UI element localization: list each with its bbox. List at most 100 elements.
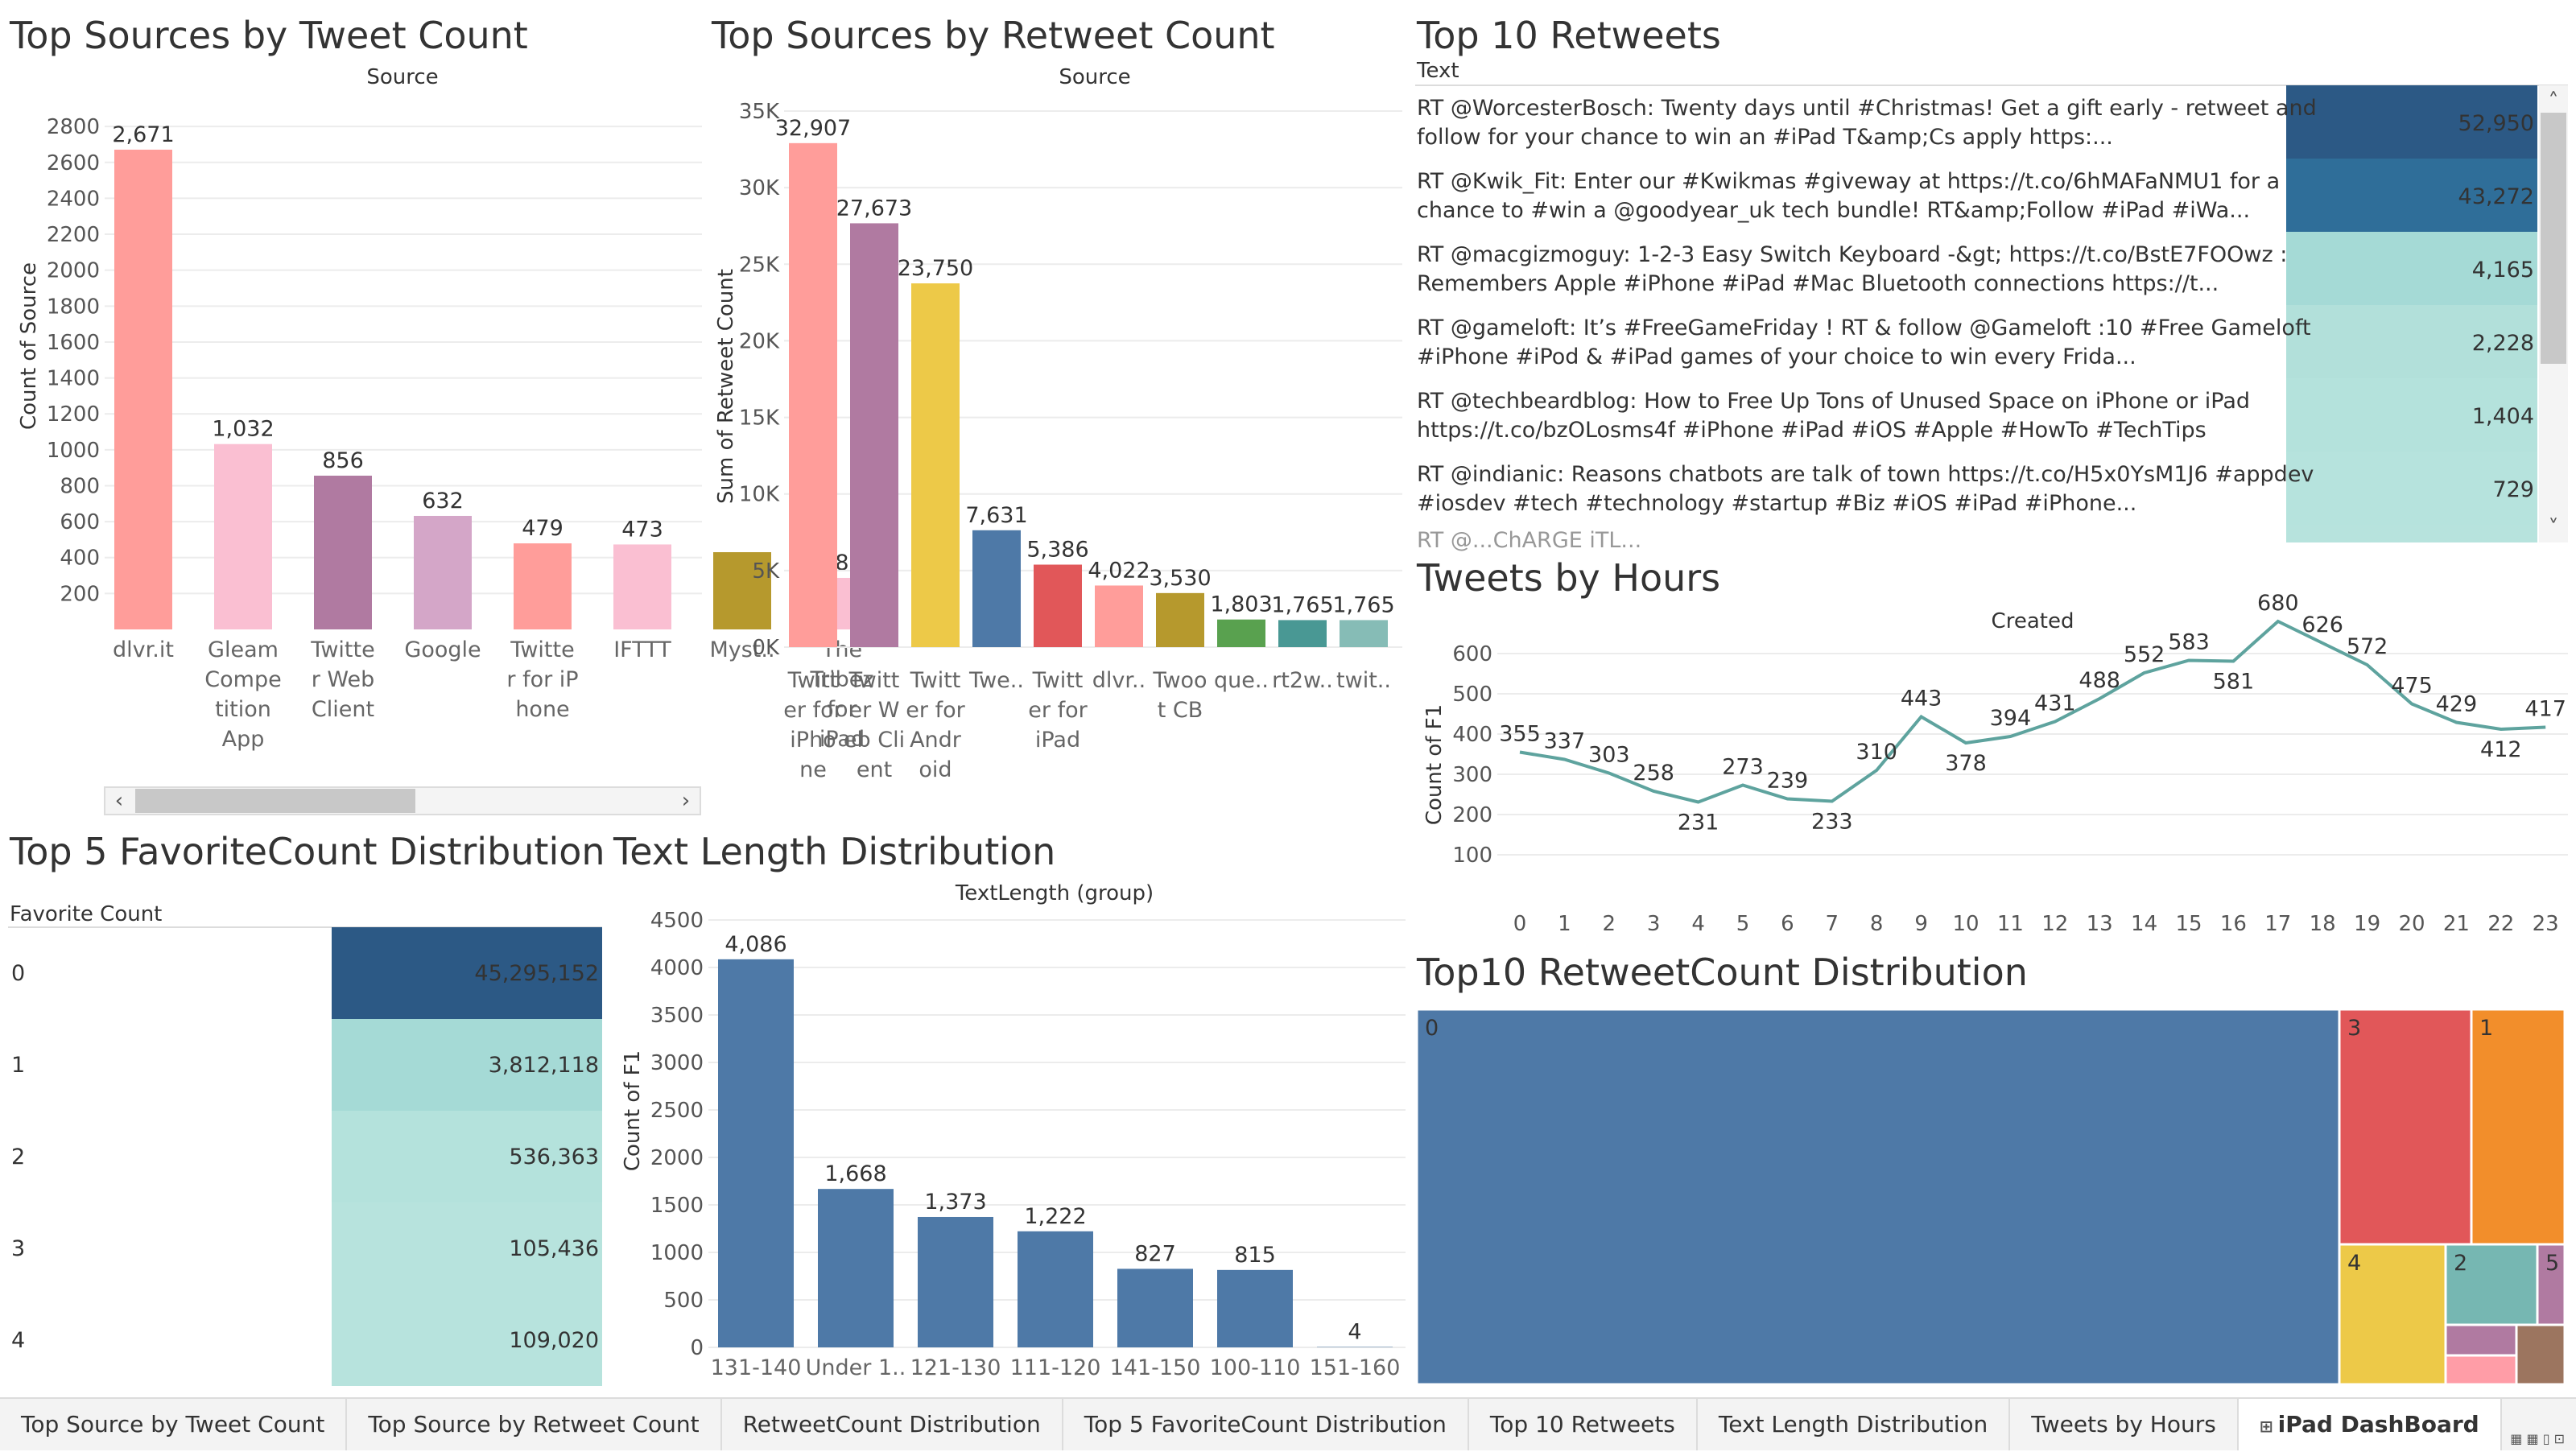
data-label: 27,673 xyxy=(836,196,912,221)
data-label: 355 xyxy=(1499,722,1541,747)
scroll-up-arrow-icon[interactable]: ˄ xyxy=(2549,89,2559,113)
x-category-label: ent xyxy=(857,757,892,782)
x-tick-label: 22 xyxy=(2487,912,2514,936)
x-category-label: tition xyxy=(215,697,271,722)
y-tick-label: 2800 xyxy=(47,115,100,139)
tab-top-source-tweet-count[interactable]: Top Source by Tweet Count xyxy=(0,1399,347,1450)
x-category-label: Twitte xyxy=(310,637,374,662)
treemap-label: 3 xyxy=(2347,1016,2361,1041)
treemap-label: 4 xyxy=(2347,1251,2361,1276)
x-tick-label: 9 xyxy=(1914,912,1928,936)
x-category-label: 121-130 xyxy=(910,1355,1001,1380)
x-tick-label: 23 xyxy=(2533,912,2559,936)
tab-text-length-distribution[interactable]: Text Length Distribution xyxy=(1698,1399,2010,1450)
data-label: 310 xyxy=(1856,740,1897,765)
y-tick-label: 100 xyxy=(1452,844,1492,868)
retweet-text-line: RT @techbeardblog: How to Free Up Tons o… xyxy=(1417,389,2250,414)
data-label: 239 xyxy=(1767,769,1809,794)
data-label: 429 xyxy=(2436,692,2478,717)
tab-retweetcount-distribution[interactable]: RetweetCount Distribution xyxy=(722,1399,1063,1450)
retweet-text-line: RT @Kwik_Fit: Enter our #Kwikmas #givewa… xyxy=(1417,169,2280,194)
tab-tweets-by-hours[interactable]: Tweets by Hours xyxy=(2010,1399,2239,1450)
bar xyxy=(1095,585,1143,647)
bar xyxy=(1340,620,1388,647)
retweet-count-label: 2,228 xyxy=(2472,331,2534,356)
treemap-cell xyxy=(2516,1325,2565,1384)
x-category-label: 151-160 xyxy=(1310,1355,1401,1380)
y-tick-label: 1800 xyxy=(47,295,100,319)
column-header-favorite-count: Favorite Count xyxy=(10,902,162,926)
sheet-tab-bar: Top Source by Tweet Count Top Source by … xyxy=(0,1397,2576,1450)
data-label: 303 xyxy=(1588,743,1630,768)
sheet-view-controls-icon[interactable]: ▦ ▦ ▯ ⊡ xyxy=(2510,1431,2565,1446)
y-tick-label: 2500 xyxy=(650,1099,704,1123)
favorite-count-value: 105,436 xyxy=(509,1236,599,1261)
y-tick-label: 3500 xyxy=(650,1004,704,1028)
y-tick-label: 35K xyxy=(739,100,780,124)
scroll-right-arrow-icon[interactable]: › xyxy=(682,789,690,813)
tab-top-source-retweet-count[interactable]: Top Source by Retweet Count xyxy=(347,1399,721,1450)
y-tick-label: 30K xyxy=(739,176,780,200)
data-label: 412 xyxy=(2480,737,2522,762)
data-label: 273 xyxy=(1722,755,1764,780)
y-tick-label: 1500 xyxy=(650,1194,704,1218)
x-category-label: Twe.. xyxy=(968,668,1024,693)
data-label: 475 xyxy=(2391,674,2433,699)
y-tick-label: 600 xyxy=(60,510,100,534)
data-label: 233 xyxy=(1811,810,1853,835)
x-category-label: Twitte xyxy=(510,637,574,662)
retweet-count-label: 52,950 xyxy=(2458,111,2534,136)
y-tick-label: 2400 xyxy=(47,187,100,211)
tab-ipad-dashboard[interactable]: ⊞iPad DashBoard xyxy=(2239,1399,2502,1450)
tab-top-5-favoritecount[interactable]: Top 5 FavoriteCount Distribution xyxy=(1063,1399,1469,1450)
data-label: 4 xyxy=(1348,1320,1361,1345)
favorite-count-value: 3,812,118 xyxy=(489,1053,599,1078)
bar xyxy=(114,150,172,629)
bar xyxy=(718,959,794,1347)
y-tick-label: 1000 xyxy=(650,1241,704,1265)
data-label: 479 xyxy=(522,516,564,541)
horizontal-scrollbar[interactable]: ‹ › xyxy=(105,787,700,815)
data-label: 7,631 xyxy=(965,503,1027,528)
y-tick-label: 25K xyxy=(739,253,780,277)
x-category-label: Twitt xyxy=(848,668,900,693)
scrollbar-thumb[interactable] xyxy=(135,789,415,813)
bar xyxy=(1018,1231,1093,1347)
x-tick-label: 7 xyxy=(1826,912,1839,936)
y-tick-label: 600 xyxy=(1452,642,1492,666)
y-tick-label: 0 xyxy=(690,1336,704,1360)
data-label: 488 xyxy=(2079,668,2120,693)
vertical-scrollbar[interactable]: ˄ ˅ xyxy=(2539,85,2568,542)
chart-tweets-by-hours: Tweets by Hours Created 1002003004005006… xyxy=(1416,556,2568,936)
x-category-label: que.. xyxy=(1214,668,1269,693)
bar xyxy=(1117,1268,1193,1347)
favorite-count-value: 109,020 xyxy=(509,1328,599,1353)
scroll-down-arrow-icon[interactable]: ˅ xyxy=(2549,516,2559,540)
treemap-cell xyxy=(1417,1009,2339,1384)
tab-top-10-retweets[interactable]: Top 10 Retweets xyxy=(1469,1399,1698,1450)
data-label: 1,668 xyxy=(824,1161,886,1186)
y-tick-label: 15K xyxy=(739,406,780,431)
retweet-text-line-partial: RT @...ChARGE iTL... xyxy=(1417,528,1641,553)
scrollbar-thumb[interactable] xyxy=(2541,113,2566,364)
scroll-left-arrow-icon[interactable]: ‹ xyxy=(115,789,123,813)
data-label: 231 xyxy=(1678,811,1719,835)
bar xyxy=(1278,620,1327,647)
x-tick-label: 1 xyxy=(1558,912,1571,936)
x-category-label: Client xyxy=(312,697,374,722)
y-tick-label: 0K xyxy=(752,636,780,660)
dashboard-grid-icon: ⊞ xyxy=(2260,1417,2273,1436)
retweet-count-label: 1,404 xyxy=(2472,404,2534,429)
y-axis-title: Sum of Retweet Count xyxy=(714,269,738,504)
y-tick-label: 500 xyxy=(663,1289,704,1313)
x-category-label: 141-150 xyxy=(1110,1355,1201,1380)
x-category-label: IFTTT xyxy=(613,637,671,662)
data-label: 1,032 xyxy=(212,417,274,442)
x-tick-label: 11 xyxy=(1997,912,2024,936)
favorite-count-category: 1 xyxy=(11,1053,25,1078)
treemap-cell xyxy=(2446,1325,2516,1355)
data-label: 626 xyxy=(2301,613,2343,637)
y-tick-label: 200 xyxy=(1452,803,1492,827)
bar xyxy=(314,476,372,629)
